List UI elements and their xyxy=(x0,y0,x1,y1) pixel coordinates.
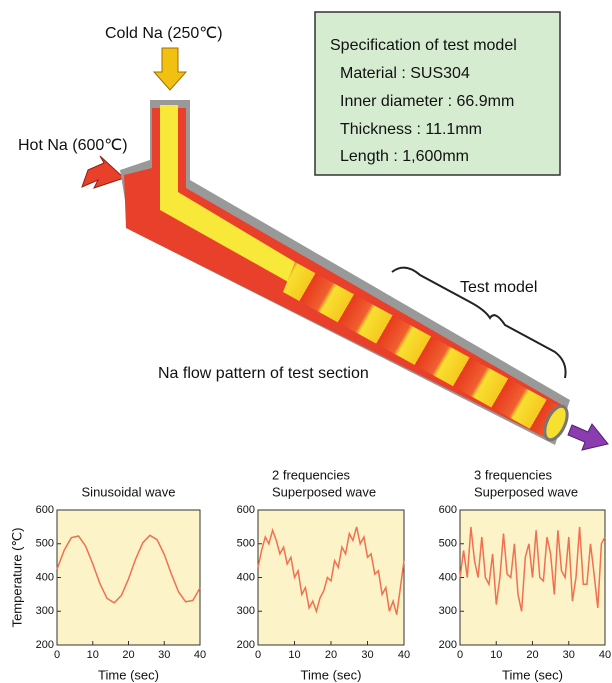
y-tick-label: 400 xyxy=(36,571,54,583)
pipe-stripes xyxy=(283,262,562,440)
chart-title: 3 frequencies xyxy=(474,467,553,482)
y-tick-label: 500 xyxy=(36,538,54,550)
x-tick-label: 10 xyxy=(87,649,99,661)
wave-line xyxy=(459,526,606,612)
y-tick-label: 400 xyxy=(439,571,457,583)
spec-line: Material : SUS304 xyxy=(340,65,470,82)
y-tick-label: 600 xyxy=(36,504,54,516)
x-axis-label: Time (sec) xyxy=(301,667,362,682)
x-tick-label: 30 xyxy=(158,649,170,661)
y-tick-label: 200 xyxy=(439,639,457,651)
x-tick-label: 10 xyxy=(288,649,300,661)
outlet-arrow xyxy=(567,423,609,451)
caption: Na flow pattern of test section xyxy=(158,365,369,382)
x-tick-label: 20 xyxy=(526,649,538,661)
spec-box xyxy=(314,11,561,176)
y-tick-label: 600 xyxy=(439,504,457,516)
y-tick-label: 600 xyxy=(237,504,255,516)
x-tick-label: 10 xyxy=(490,649,502,661)
x-tick-label: 20 xyxy=(122,649,134,661)
chart-title: Sinusoidal wave xyxy=(82,484,176,499)
x-axis-label: Time (sec) xyxy=(98,667,159,682)
spec-title: Specification of test model xyxy=(330,37,517,54)
y-tick-label: 500 xyxy=(237,538,255,550)
cold-arrow xyxy=(152,47,188,91)
chart-title: 2 frequencies xyxy=(272,467,351,482)
y-tick-label: 300 xyxy=(36,605,54,617)
y-tick-label: 200 xyxy=(36,639,54,651)
x-axis-label: Time (sec) xyxy=(502,667,563,682)
x-tick-label: 20 xyxy=(325,649,337,661)
chart-title: Superposed wave xyxy=(272,484,376,499)
x-tick-label: 0 xyxy=(457,649,463,661)
x-tick-label: 40 xyxy=(194,649,206,661)
chart-title: Superposed wave xyxy=(474,484,578,499)
x-tick-label: 40 xyxy=(599,649,611,661)
hot-label: Hot Na (600℃) xyxy=(18,137,128,154)
x-tick-label: 0 xyxy=(255,649,261,661)
hot-arrow xyxy=(81,155,125,189)
cold-label: Cold Na (250℃) xyxy=(105,25,223,42)
x-tick-label: 30 xyxy=(361,649,373,661)
wave-line xyxy=(257,526,405,615)
bracket xyxy=(391,266,567,379)
pipe-cold xyxy=(160,105,300,283)
y-tick-label: 300 xyxy=(439,605,457,617)
x-tick-label: 0 xyxy=(54,649,60,661)
x-tick-label: 30 xyxy=(563,649,575,661)
y-tick-label: 200 xyxy=(237,639,255,651)
y-axis-label: Temperature (℃) xyxy=(9,528,24,628)
y-tick-label: 500 xyxy=(439,538,457,550)
test-model-label: Test model xyxy=(460,279,537,296)
y-tick-label: 300 xyxy=(237,605,255,617)
y-tick-label: 400 xyxy=(237,571,255,583)
spec-line: Inner diameter : 66.9mm xyxy=(340,93,514,110)
wave-line xyxy=(56,534,201,604)
spec-line: Length : 1,600mm xyxy=(340,148,469,165)
x-tick-label: 40 xyxy=(398,649,410,661)
spec-line: Thickness : 11.1mm xyxy=(340,121,482,138)
pipe-end xyxy=(543,404,569,442)
